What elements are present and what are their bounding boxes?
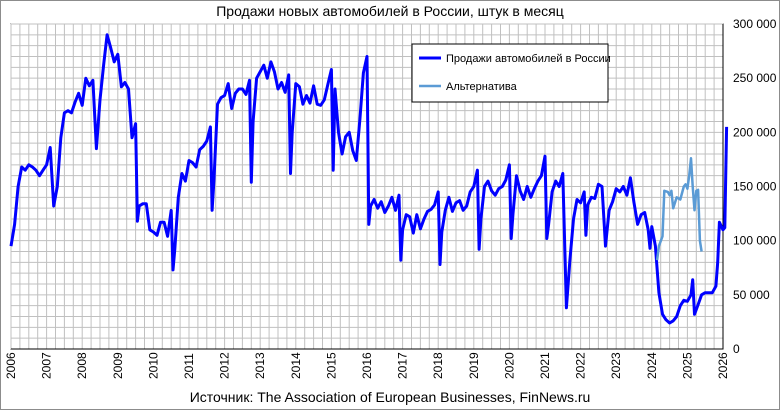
- x-tick-label: 2012: [218, 352, 232, 379]
- x-axis-ticks: 2006 2007 2008 2009 2010 2011 2012 2013 2014 2015…: [4, 352, 730, 379]
- x-tick-label: 2011: [182, 353, 196, 379]
- series-line-alternative: [655, 157, 703, 261]
- x-tick-label: 2009: [111, 352, 125, 379]
- x-tick-label: 2026: [716, 352, 730, 379]
- x-tick-label: 2020: [502, 352, 516, 379]
- x-tick-label: 2017: [396, 352, 410, 379]
- x-tick-label: 2013: [253, 352, 267, 379]
- legend-entry: Продажи автомобилей в России: [446, 53, 611, 65]
- y-tick-label: 250 000: [733, 71, 777, 85]
- x-tick-label: 2018: [431, 352, 445, 379]
- source-note: Источник: The Association of European Bu…: [189, 389, 591, 405]
- y-tick-label: 0: [733, 342, 740, 356]
- y-tick-label: 200 000: [733, 125, 777, 139]
- x-tick-label: 2023: [609, 352, 623, 379]
- y-axis-ticks: 0 50 000 100 000 150 000 200 000 250 000 300 0…: [733, 17, 777, 356]
- legend-box: [411, 43, 609, 103]
- x-tick-label: 2006: [4, 352, 18, 379]
- y-tick-label: 150 000: [733, 180, 777, 194]
- x-tick-label: 2008: [75, 352, 89, 379]
- chart-title: Продажи новых автомобилей в России, штук…: [216, 3, 564, 19]
- legend-entry: Альтернатива: [446, 81, 518, 93]
- y-tick-label: 100 000: [733, 234, 777, 248]
- x-tick-label: 2024: [645, 352, 659, 379]
- x-tick-label: 2015: [324, 352, 338, 379]
- x-tick-label: 2021: [538, 352, 552, 379]
- series-lines: [9, 33, 729, 325]
- x-tick-label: 2007: [40, 352, 54, 379]
- x-tick-label: 2014: [289, 352, 303, 379]
- x-tick-label: 2022: [574, 352, 588, 379]
- x-tick-label: 2016: [360, 352, 374, 379]
- x-tick-label: 2025: [680, 352, 694, 379]
- y-tick-label: 50 000: [733, 288, 770, 302]
- x-tick-label: 2019: [467, 352, 481, 379]
- y-tick-label: 300 000: [733, 17, 777, 31]
- x-tick-label: 2010: [146, 352, 160, 379]
- legend: Продажи автомобилей в России Альтернатива: [411, 43, 611, 103]
- series-line-sales: [9, 33, 729, 325]
